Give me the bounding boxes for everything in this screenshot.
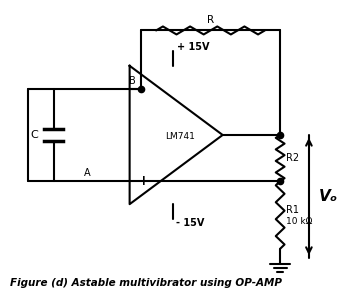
Text: B: B <box>129 76 136 86</box>
Text: 10 kΩ: 10 kΩ <box>286 217 313 226</box>
Text: R2: R2 <box>286 153 299 163</box>
Text: Vₒ: Vₒ <box>318 189 338 204</box>
Text: R1: R1 <box>286 205 299 215</box>
Text: LM741: LM741 <box>165 132 195 141</box>
Text: Figure (d) Astable multivibrator using OP-AMP: Figure (d) Astable multivibrator using O… <box>9 278 281 288</box>
Text: R: R <box>207 15 214 25</box>
Text: - 15V: - 15V <box>176 218 204 228</box>
Text: A: A <box>84 168 91 178</box>
Text: C: C <box>30 130 38 140</box>
Text: + 15V: + 15V <box>177 42 209 52</box>
Text: –: – <box>137 82 144 96</box>
Text: +: + <box>137 174 149 188</box>
